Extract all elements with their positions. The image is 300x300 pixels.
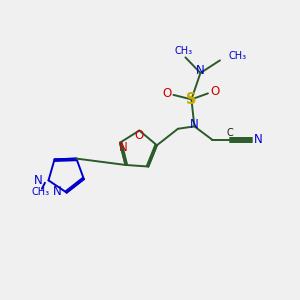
Text: C: C [226,128,233,138]
Text: N: N [196,64,205,77]
Text: N: N [34,174,43,187]
Text: N: N [52,184,61,198]
Text: CH₃: CH₃ [32,187,50,197]
Text: O: O [135,128,144,142]
Text: CH₃: CH₃ [175,46,193,56]
Text: N: N [118,141,127,154]
Text: S: S [186,92,197,107]
Text: CH₃: CH₃ [228,51,246,61]
Text: N: N [190,118,199,131]
Text: O: O [162,87,171,100]
Text: N: N [254,134,263,146]
Text: O: O [210,85,219,98]
